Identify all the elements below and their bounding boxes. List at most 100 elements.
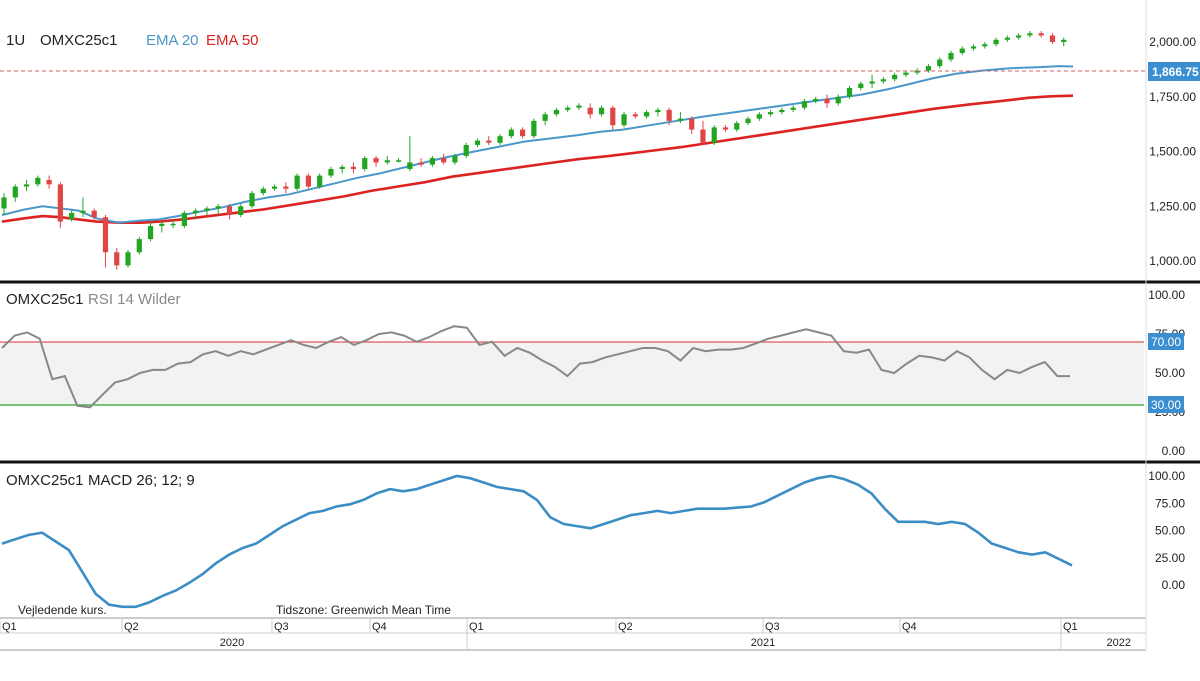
macd-y-tick: 50.00 [1155, 524, 1185, 538]
ema20-path [1, 65, 1074, 224]
rsi-lower-label: 30.00 [1151, 398, 1181, 412]
candle-body [373, 158, 379, 163]
quarter-ticks: Q1 Q2 Q3 Q4 Q1 Q2 Q3 Q4 Q1 [0, 618, 1078, 633]
candle-body [12, 186, 18, 198]
candle-body [339, 166, 345, 170]
candle-body [734, 123, 740, 130]
candle-body [779, 109, 785, 113]
macd-path [1, 474, 1073, 609]
candle-body [159, 223, 165, 226]
candle [305, 173, 311, 189]
candle-body [441, 158, 447, 163]
price-symbol-label: OMXC25c1 [40, 32, 118, 49]
candle-body [677, 118, 684, 121]
candle [880, 77, 886, 84]
candle [587, 103, 593, 119]
candle-body [429, 158, 435, 165]
macd-indicator-label[interactable]: MACD 26; 12; 9 [88, 472, 195, 489]
candle-body [23, 184, 30, 187]
candle [1027, 31, 1033, 38]
quarter-label: Q2 [618, 621, 633, 633]
candle [903, 70, 909, 78]
rsi-indicator-label[interactable]: RSI 14 Wilder [88, 291, 181, 308]
candle-body [215, 206, 221, 209]
candle-body [846, 87, 853, 97]
candle [644, 109, 650, 119]
candle-body [350, 166, 357, 170]
candle-body [102, 217, 109, 253]
candle [204, 206, 210, 216]
price-y-axis: 1,000.00 1,250.00 1,500.00 1,750.00 2,000.00 [1149, 35, 1196, 268]
macd-panel[interactable]: 0.00 25.00 50.00 75.00 100.00 OMXC25c1 MACD … [1, 469, 1185, 617]
candle [1038, 31, 1044, 38]
candle-body [328, 169, 334, 176]
candle-body [486, 140, 492, 143]
rsi-y-tick: 0.00 [1162, 444, 1186, 458]
candle-body [666, 109, 672, 121]
candle [159, 221, 165, 233]
candle-body [835, 96, 841, 104]
interval-label[interactable]: 1U [6, 32, 25, 49]
candle [80, 197, 86, 218]
candle-body [768, 112, 774, 115]
candle-body [531, 120, 537, 137]
candle [395, 158, 402, 163]
legend-ema20[interactable]: EMA 20 [146, 32, 199, 49]
price-panel[interactable]: 1,000.00 1,250.00 1,500.00 1,750.00 2,000.00… [0, 31, 1200, 270]
candle-body [136, 239, 142, 253]
candle-body [294, 175, 300, 189]
macd-y-tick: 25.00 [1155, 551, 1185, 565]
candle-body [519, 129, 526, 137]
candle [553, 107, 560, 117]
candle-body [395, 160, 402, 162]
candle [700, 120, 706, 145]
candle [982, 42, 988, 49]
candle-body [193, 210, 199, 213]
candle-body [700, 129, 706, 143]
candle-body [553, 109, 560, 115]
candle-body [181, 212, 187, 226]
candle-body [362, 158, 368, 170]
candle [114, 247, 120, 270]
candle-body [813, 98, 819, 102]
candle-body [283, 186, 289, 189]
candle [768, 109, 774, 117]
candle-body [226, 206, 233, 216]
candle-body [914, 70, 920, 73]
candle [23, 179, 30, 191]
candle-body [610, 107, 616, 126]
rsi-upper-badge [1148, 333, 1184, 350]
candle [790, 105, 796, 113]
timezone-label: Tidszone: Greenwich Mean Time [276, 603, 451, 617]
candle-body [892, 74, 898, 80]
candle [610, 105, 616, 130]
candle-body [858, 83, 864, 88]
candles [1, 31, 1067, 270]
candle [621, 112, 627, 128]
quarter-label: Q4 [372, 621, 387, 633]
candle-body [114, 252, 120, 266]
candle-body [508, 129, 514, 137]
candle [91, 208, 97, 222]
macd-line [1, 474, 1073, 609]
candle [283, 182, 289, 194]
quarter-label: Q1 [1063, 621, 1078, 633]
candle [441, 153, 447, 165]
candle-body [745, 118, 751, 124]
ema20-line [1, 65, 1074, 224]
candle [937, 57, 943, 69]
time-axis[interactable]: Q1 Q2 Q3 Q4 Q1 Q2 Q3 Q4 Q1 2020 2021 2022 [0, 617, 1146, 651]
year-label-2020: 2020 [220, 637, 244, 649]
candle [734, 120, 740, 132]
candle-body [869, 81, 875, 84]
candle-body [1027, 33, 1033, 36]
candle [46, 175, 52, 189]
candle [824, 94, 830, 108]
legend-ema50[interactable]: EMA 50 [206, 32, 259, 49]
candle [69, 210, 75, 222]
candle-body [384, 160, 390, 163]
rsi-symbol-label: OMXC25c1 [6, 291, 84, 308]
candle [835, 94, 841, 106]
